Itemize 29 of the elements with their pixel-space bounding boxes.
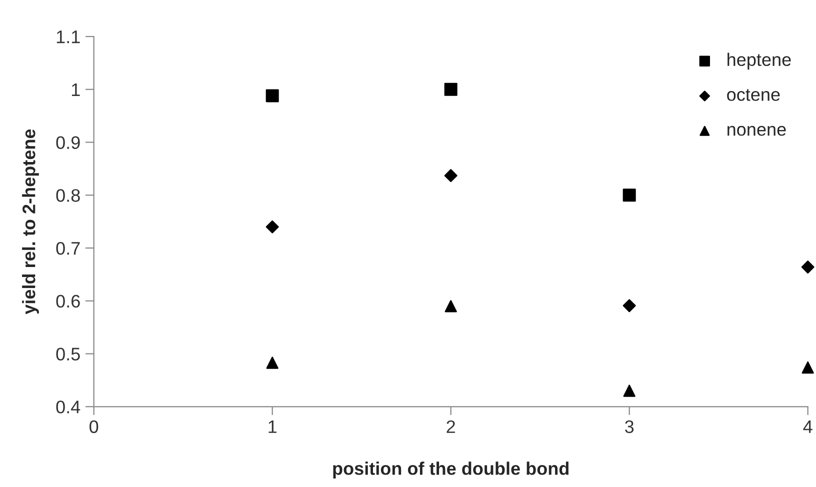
- point: [801, 260, 814, 274]
- point: [622, 299, 636, 312]
- point: [444, 300, 457, 312]
- x-tick-label: 0: [90, 420, 98, 434]
- point: [802, 361, 814, 374]
- legend-label: octene: [727, 89, 780, 101]
- legend-label: heptene: [728, 52, 791, 70]
- point: [623, 384, 636, 397]
- x-tick-label: 4: [803, 420, 812, 433]
- y-tick-label: 1.1: [56, 30, 80, 44]
- y-tick-label: 0.6: [56, 294, 80, 308]
- point: [444, 169, 458, 182]
- point: [266, 356, 278, 369]
- y-axis-title: yield rel. to 2-heptene: [22, 129, 39, 314]
- x-tick-label: 2: [446, 420, 455, 433]
- point: [444, 82, 458, 96]
- point: [266, 220, 279, 234]
- x-tick-label: 1: [268, 420, 276, 433]
- point: [622, 188, 636, 202]
- legend-label: nonene: [728, 126, 786, 136]
- y-tick-label: 0.5: [56, 348, 80, 360]
- y-tick-label: 1: [72, 84, 80, 96]
- y-tick-label: 0.7: [56, 242, 80, 255]
- y-tick-label: 0.4: [56, 400, 80, 414]
- y-tick-label: 0.8: [56, 189, 80, 202]
- y-tick-label: 0.9: [56, 136, 80, 149]
- point: [266, 89, 279, 102]
- x-tick-label: 3: [625, 420, 634, 434]
- x-axis-title: position of the double bond: [333, 462, 569, 478]
